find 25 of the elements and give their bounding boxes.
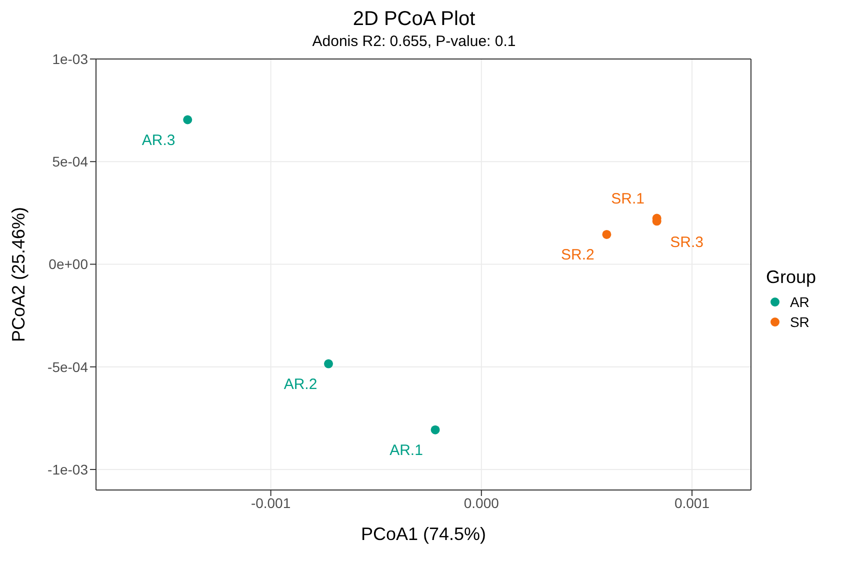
annotation: AR.2 — [284, 376, 318, 393]
annotation: SR.2 — [561, 246, 594, 264]
point — [430, 425, 440, 434]
y-tick-label: -1e-03 — [48, 461, 88, 478]
chart-subtitle: Adonis R2: 0.655, P-value: 0.1 — [311, 33, 517, 50]
annotation: SR.1 — [611, 190, 645, 208]
x-tick-label: 0.000 — [464, 494, 500, 511]
point — [324, 359, 334, 368]
legend-title: Group — [766, 266, 816, 288]
legend-label: AR — [790, 294, 810, 310]
y-tick-label: -5e-04 — [48, 358, 88, 375]
annotation: AR.3 — [142, 132, 176, 149]
legend-label: SR — [790, 314, 810, 330]
x-tick-label: 0.001 — [674, 494, 710, 511]
point — [602, 230, 612, 239]
y-tick-label: 1e-03 — [52, 50, 88, 67]
chart-title: 2D PCoA Plot — [352, 8, 476, 31]
y-tick-label: 5e-04 — [52, 154, 88, 170]
annotation: SR.3 — [670, 234, 704, 252]
y-axis-title: PCoA2 (25.46%) — [8, 206, 28, 342]
x-axis-title: PCoA1 (74.5%) — [360, 524, 486, 544]
y-tick-label: 0e+00 — [48, 256, 88, 272]
x-tick-label: -0.001 — [250, 494, 291, 511]
point — [183, 115, 192, 124]
annotation: AR.1 — [390, 442, 423, 459]
